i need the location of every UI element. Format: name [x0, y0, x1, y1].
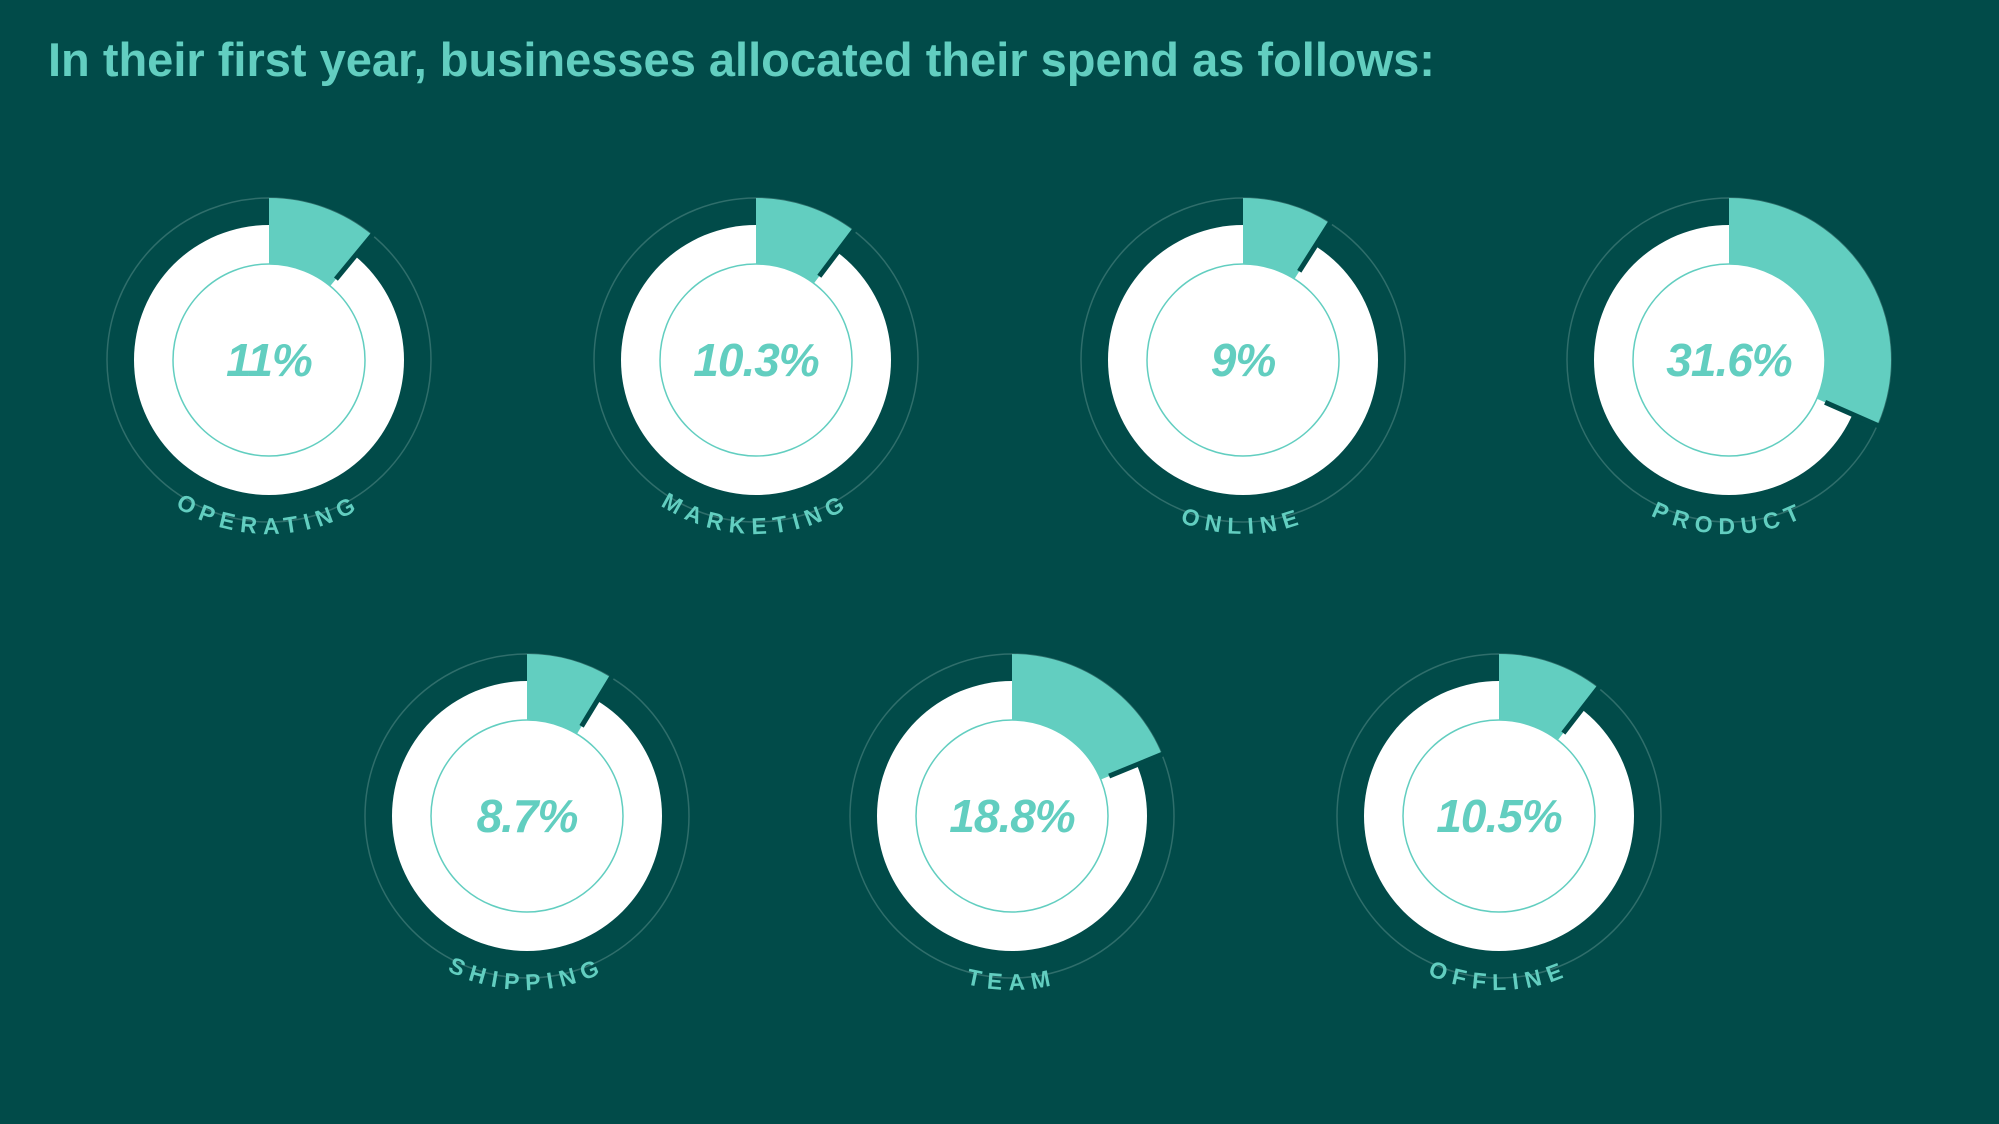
inner-disk [915, 719, 1109, 913]
inner-disk [430, 719, 624, 913]
inner-disk [1632, 263, 1826, 457]
sector-edge [334, 232, 376, 281]
inner-disk [172, 263, 366, 457]
value-label: 31.6% [1666, 334, 1792, 386]
sector-edge [1824, 400, 1881, 429]
inner-disk [1402, 719, 1596, 913]
sector-edge [817, 227, 857, 278]
sector-edge [579, 674, 615, 728]
value-label: 9% [1211, 334, 1276, 386]
inner-disk [659, 263, 853, 457]
sector-edge [1297, 220, 1333, 273]
sector-edge [1561, 684, 1602, 735]
inner-disk [1146, 263, 1340, 457]
value-label: 11% [226, 334, 312, 386]
sector-edge [1108, 751, 1165, 779]
value-label: 18.8% [949, 790, 1075, 842]
value-label: 10.5% [1436, 790, 1562, 842]
value-label: 8.7% [477, 790, 578, 842]
chart-title: In their first year, businesses allocate… [48, 33, 1435, 86]
value-label: 10.3% [693, 334, 819, 386]
